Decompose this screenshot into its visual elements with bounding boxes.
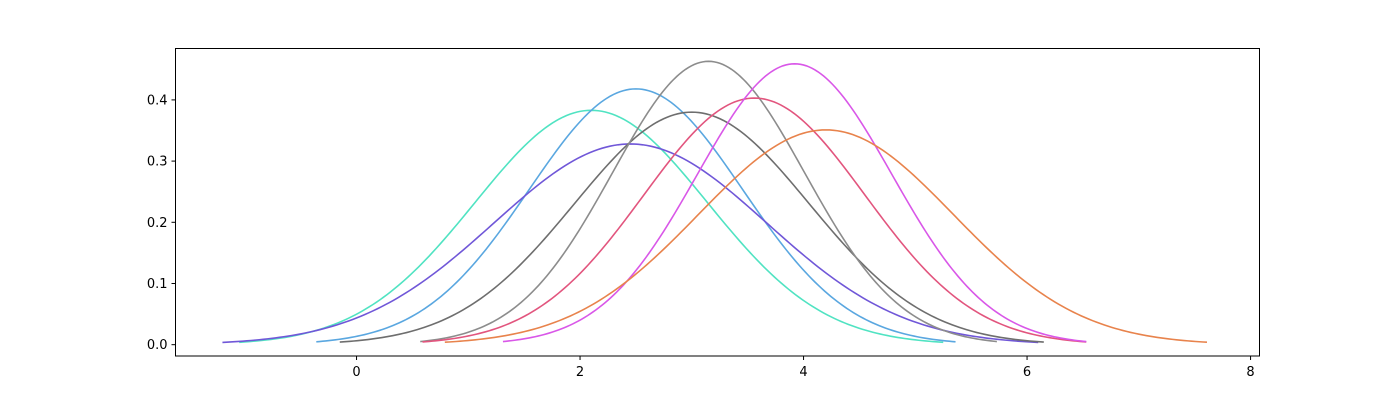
series-layer	[222, 60, 1208, 344]
x-axis: 0 2 4 6 8	[352, 356, 1255, 380]
x-tick-label: 8	[1246, 365, 1254, 380]
plot-frame	[175, 48, 1260, 357]
series-line-4	[339, 111, 1044, 343]
y-tick-label: 0.2	[147, 216, 168, 231]
series-line-3	[222, 143, 1039, 344]
x-tick-label: 2	[576, 365, 584, 380]
x-tick-label: 0	[352, 365, 360, 380]
y-tick-label: 0.0	[147, 338, 168, 353]
series-line-5	[420, 60, 997, 343]
x-tick-label: 4	[799, 365, 807, 380]
y-tick-label: 0.1	[147, 277, 168, 292]
y-axis: 0.0 0.1 0.2 0.3 0.4	[147, 93, 176, 353]
series-line-2	[316, 88, 956, 343]
series-line-8	[444, 129, 1208, 344]
x-tick-label: 6	[1023, 365, 1031, 380]
series-line-6	[422, 97, 1087, 343]
y-tick-label: 0.4	[147, 93, 168, 108]
series-line-1	[239, 109, 944, 344]
y-tick-label: 0.3	[147, 155, 168, 170]
series-line-7	[502, 62, 1087, 343]
